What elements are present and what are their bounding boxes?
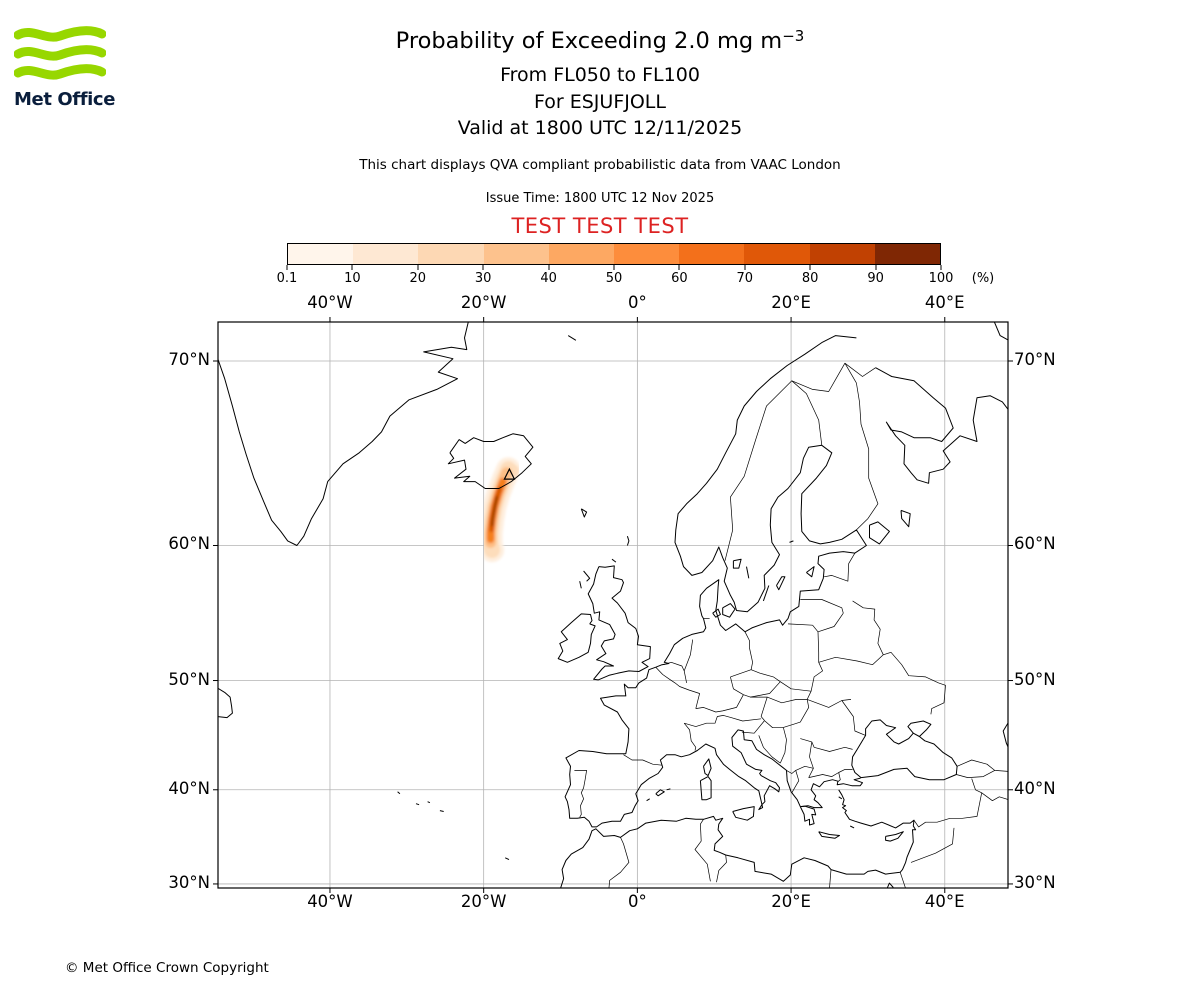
lon-tick-label-bottom: 40°E xyxy=(924,892,965,911)
colorbar-ticks xyxy=(286,265,942,270)
colorbar-tick xyxy=(940,265,942,270)
colorbar-tick-label: 70 xyxy=(736,271,754,286)
lat-tick-label-right: 50°N xyxy=(1014,669,1056,689)
volcano-marker xyxy=(503,467,516,480)
colorbar-tick-label: 100 xyxy=(928,271,954,286)
lon-tick-label-bottom: 0° xyxy=(627,892,647,911)
colorbar-segment xyxy=(614,244,680,264)
lat-tick-label-left: 30°N xyxy=(168,872,210,892)
chart-title-text: Probability of Exceeding 2.0 mg m xyxy=(395,28,783,54)
lon-tick-label-top: 20°W xyxy=(460,293,507,312)
country-borders xyxy=(574,362,1008,888)
colorbar-gradient xyxy=(287,243,941,265)
footer-copyright: © Met Office Crown Copyright xyxy=(65,960,269,976)
lat-tick-label-left: 50°N xyxy=(168,669,210,689)
colorbar-tick-label: 30 xyxy=(474,271,492,286)
lat-tick-label-right: 70°N xyxy=(1014,349,1056,369)
colorbar-labels: (%) 0.1 10 20 30 40 50 60 70 80 90 100 xyxy=(277,270,995,288)
colorbar-tick xyxy=(351,265,353,270)
met-office-logo: Met Office xyxy=(14,24,118,110)
lon-tick-label-bottom: 40°W xyxy=(307,892,353,911)
colorbar-tick xyxy=(286,265,288,270)
colorbar-tick xyxy=(613,265,615,270)
logo-wordmark: Met Office xyxy=(14,89,116,110)
colorbar-tick-label: 90 xyxy=(867,271,884,286)
lon-tick-label-top: 40°E xyxy=(924,293,965,312)
colorbar-tick xyxy=(809,265,811,270)
colorbar-tick xyxy=(744,265,746,270)
colorbar-segment xyxy=(874,244,941,264)
coastlines xyxy=(218,322,1008,888)
lon-tick-label-bottom: 20°W xyxy=(460,892,507,911)
colorbar-tick-label: 80 xyxy=(801,271,819,286)
lat-tick-label-left: 60°N xyxy=(168,534,210,554)
colorbar-tick xyxy=(678,265,680,270)
lat-tick-label-right: 40°N xyxy=(1014,778,1056,798)
chart-title: Probability of Exceeding 2.0 mg m−3 xyxy=(0,27,1200,54)
colorbar-tick-label: 20 xyxy=(409,271,427,286)
colorbar-tick xyxy=(875,265,877,270)
title-exponent: −3 xyxy=(782,27,805,45)
subtitle-valid-time: Valid at 1800 UTC 12/11/2025 xyxy=(457,117,743,139)
grid-lines xyxy=(218,322,1008,888)
colorbar-segment xyxy=(679,244,745,264)
colorbar: (%) 0.1 10 20 30 40 50 60 70 80 90 100 xyxy=(277,243,995,288)
map-plot xyxy=(213,317,1013,893)
colorbar-segment xyxy=(744,244,810,264)
colorbar-segment xyxy=(548,244,615,264)
test-banner: TEST TEST TEST xyxy=(511,214,689,238)
colorbar-segment xyxy=(353,244,419,264)
lat-tick-label-left: 70°N xyxy=(168,349,210,369)
colorbar-segment xyxy=(288,244,354,264)
lon-tick-label-top: 20°E xyxy=(771,293,811,312)
lon-tick-label-top: 40°W xyxy=(307,293,353,312)
chart-subtitles: From FL050 to FL100 For ESJUFJOLL Valid … xyxy=(0,62,1200,142)
colorbar-segment xyxy=(809,244,875,264)
subtitle-volcano: For ESJUFJOLL xyxy=(534,90,666,113)
issue-time: Issue Time: 1800 UTC 12 Nov 2025 xyxy=(485,191,715,206)
colorbar-tick xyxy=(548,265,550,270)
colorbar-tick-label: 60 xyxy=(671,271,688,286)
colorbar-tick-label: 50 xyxy=(605,271,623,286)
colorbar-tick xyxy=(482,265,484,270)
logo-waves-icon xyxy=(14,26,106,80)
colorbar-unit-label: (%) xyxy=(971,271,995,286)
colorbar-tick-label: 10 xyxy=(344,271,361,286)
colorbar-tick-label: 0.1 xyxy=(276,271,298,286)
lon-tick-label-top: 0° xyxy=(627,293,647,312)
map-frame xyxy=(217,321,1009,889)
lat-tick-label-right: 30°N xyxy=(1014,872,1056,892)
ash-plume xyxy=(478,457,521,563)
colorbar-tick-label: 40 xyxy=(540,271,557,286)
lon-tick-label-bottom: 20°E xyxy=(771,892,811,911)
chart-description: This chart displays QVA compliant probab… xyxy=(359,157,841,173)
colorbar-segment xyxy=(483,244,549,264)
lat-tick-label-right: 60°N xyxy=(1014,534,1056,554)
axis-ticks xyxy=(213,317,1013,893)
colorbar-tick xyxy=(417,265,419,270)
subtitle-flight-levels: From FL050 to FL100 xyxy=(500,64,700,86)
lat-tick-label-left: 40°N xyxy=(168,778,210,798)
colorbar-segment xyxy=(418,244,484,264)
